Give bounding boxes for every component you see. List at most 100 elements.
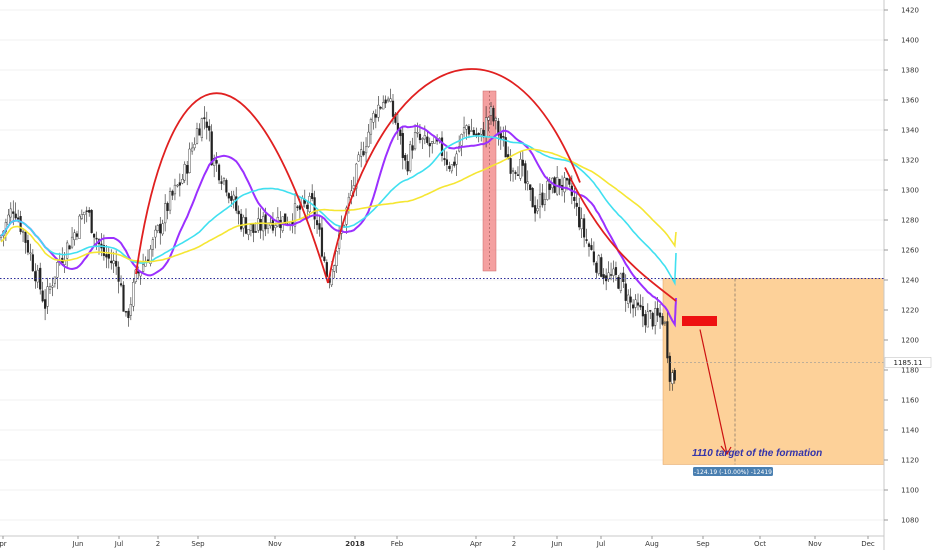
price-tick-label: 1360 [901,97,919,105]
candle-body [585,239,588,241]
candle-body [541,192,544,206]
candle-body [671,372,674,385]
current-price-label: 1185.11 [894,359,923,367]
price-tick-label: 1380 [901,67,919,75]
candle-body [511,170,515,172]
candle-body [443,158,446,161]
candle-body [406,161,409,172]
candle-body [181,179,184,184]
candle-body [161,223,164,235]
candle-body [614,267,618,275]
candle-body [587,243,591,247]
price-axis[interactable]: 1080 1100 1120 1140 1160 1180 1200 1220 1240 1260… [884,7,932,525]
overlay-annotations: 1110 target of the formation -124.19 (-10… [0,278,884,476]
candle-body [31,254,34,272]
measure-badge [693,467,773,476]
candle-body [107,253,110,259]
candle-body [431,141,434,144]
candle-body [350,190,353,196]
candle-body [578,207,581,228]
candle-body [335,250,338,266]
target-marker [682,316,717,326]
candle-body [186,164,189,174]
candle-body [663,321,667,324]
candle-body [374,114,377,118]
time-tick-label: 2 [512,540,516,548]
candle-body [195,128,199,144]
candle-body [190,147,194,152]
time-tick-label: 2 [156,540,160,548]
candle-body [164,203,167,224]
left-shoulder-arc [135,92,329,284]
candle-body [656,307,659,316]
candle-body [489,106,493,116]
candle-body [168,191,172,211]
candle-body [644,314,647,326]
candle-body [364,146,368,154]
time-tick-label: Jul [596,540,606,548]
candle-body [12,211,15,214]
candle-body [149,248,152,264]
candle-body [480,128,483,135]
candle-body [320,227,324,257]
candle-body [580,218,583,230]
candle-body [592,251,595,263]
candle-body [502,136,505,138]
candle-body [75,233,79,237]
target-annotation: 1110 target of the formation [692,448,822,459]
candle-body [387,98,390,102]
time-axis[interactable]: pr Jun Jul 2 Sep Nov 2018 Feb Apr 2 Jun Jul Aug Sep Oc… [0,536,875,548]
time-tick-label: Dec [861,540,875,548]
price-tick-label: 1200 [901,337,919,345]
right-shoulder-arc [564,167,677,302]
time-tick-label: Apr [470,540,482,548]
candle-body [470,130,473,132]
candle-body [487,117,490,121]
candle-body [636,302,640,306]
candle-body [641,306,644,317]
candle-body [127,310,130,319]
candle-body [264,214,267,230]
ma-yellow-line [0,148,677,263]
candle-body [188,148,191,173]
candle-body [230,196,233,201]
candle-body [634,299,637,308]
candle-body [208,125,211,131]
candle-body [254,231,257,233]
candle-body [377,104,380,118]
candle-body [369,119,373,135]
time-tick-label: Aug [645,540,659,548]
candle-body [296,206,299,208]
target-arrow-line [699,329,728,455]
candle-body [210,131,213,166]
time-tick-label: pr [0,540,7,548]
candle-body [271,219,275,231]
candle-body [34,271,37,282]
candle-body [467,126,471,135]
candle-body [543,199,546,205]
price-tick-label: 1280 [901,217,919,225]
candle-body [360,149,363,157]
candle-body [203,117,206,120]
candle-body [323,256,326,262]
candle-body [124,311,128,313]
candle-body [602,274,605,279]
candle-body [384,99,387,104]
candle-body [83,211,86,216]
candle-body [658,312,662,318]
time-tick-label: Jul [114,540,124,548]
candle-body [132,282,135,307]
candle-body [198,128,201,136]
candle-body [524,163,527,184]
candle-body [568,178,571,185]
candle-body [583,218,586,238]
candle-body [492,107,495,122]
candle-body [110,260,113,264]
candle-body [17,217,20,220]
candle-body [639,304,642,308]
candle-body [661,316,664,325]
candle-body [534,205,537,214]
candle-body [220,181,223,184]
candle-body [244,217,248,234]
